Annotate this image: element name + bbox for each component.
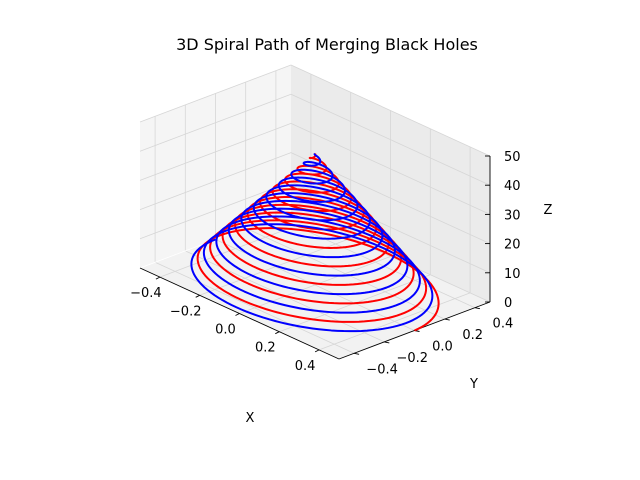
z-grid-line <box>139 152 292 210</box>
z-axis-label: Z <box>544 203 553 218</box>
series-line-1 <box>196 152 440 332</box>
z-grid-line <box>290 64 491 157</box>
z-grid-line <box>139 181 292 240</box>
chart-title: 3D Spiral Path of Merging Black Holes <box>176 35 478 54</box>
y-tick-mark <box>354 352 360 355</box>
y-tick-mark <box>384 341 390 344</box>
x-tick-mark <box>155 276 161 280</box>
z-grid-line <box>139 93 292 152</box>
x-tick-mark <box>314 349 320 353</box>
series-line-2 <box>190 152 434 333</box>
z-grid-line <box>290 123 491 215</box>
y-tick-label: 0.0 <box>432 340 453 355</box>
z-tick-label: 30 <box>504 208 521 223</box>
x-tick-mark <box>235 313 240 316</box>
z-grid-line <box>139 123 292 181</box>
z-grid-line <box>290 93 491 186</box>
ticks: −0.4−0.20.00.20.4 −0.4−0.20.00.20.4010203… <box>130 150 520 377</box>
x-tick-mark <box>275 331 280 335</box>
y-tick-label: 0.2 <box>462 328 483 343</box>
x-tick-label: −0.2 <box>170 304 202 319</box>
z-tick-label: 0 <box>504 296 512 311</box>
y-tick-label: 0.4 <box>493 317 514 332</box>
y-tick-mark <box>444 318 450 321</box>
y-tick-label: −0.2 <box>397 351 429 366</box>
x-axis-label: X <box>246 411 255 426</box>
z-tick-label: 40 <box>504 179 521 194</box>
x-tick-label: 0.0 <box>215 323 236 338</box>
y-grid-line <box>245 227 445 320</box>
x-tick-label: 0.4 <box>295 359 316 374</box>
y-grid-line <box>154 261 355 354</box>
x-tick-mark <box>195 294 200 298</box>
series-lines <box>190 152 440 333</box>
y-tick-mark <box>474 307 480 310</box>
y-axis-label: Y <box>469 377 478 392</box>
z-tick-label: 20 <box>504 238 521 253</box>
z-tick-label: 50 <box>504 150 521 165</box>
y-tick-label: −0.4 <box>366 362 398 377</box>
x-tick-label: −0.4 <box>130 286 162 301</box>
z-tick-label: 10 <box>504 267 521 282</box>
x-tick-label: 0.2 <box>255 341 276 356</box>
z-grid-line <box>290 152 491 244</box>
z-grid-line <box>139 64 292 123</box>
